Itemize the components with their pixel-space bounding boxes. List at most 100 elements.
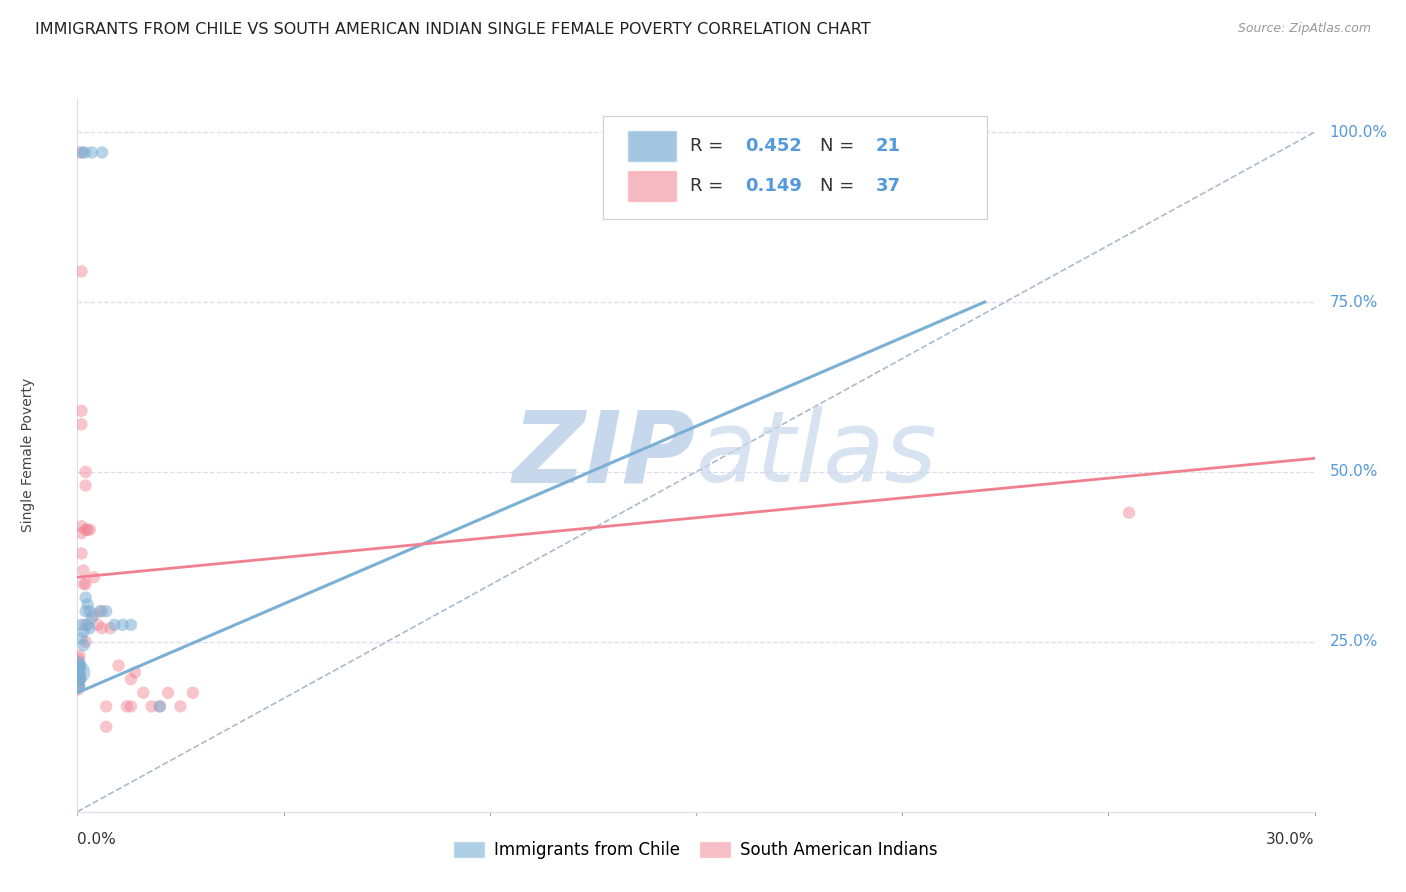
Point: [132, 686, 155, 700]
Point: [75, 617, 97, 632]
FancyBboxPatch shape: [628, 131, 676, 161]
Point: [96, 699, 118, 714]
Point: [70, 546, 93, 560]
Point: [83, 570, 105, 584]
Point: [79, 604, 101, 618]
Point: [96, 604, 118, 618]
Text: 37: 37: [876, 177, 900, 194]
Point: [72, 564, 94, 578]
Text: Source: ZipAtlas.com: Source: ZipAtlas.com: [1237, 22, 1371, 36]
Point: [72, 577, 94, 591]
Point: [89, 604, 111, 618]
Point: [70, 417, 93, 432]
Point: [75, 523, 97, 537]
Point: [70, 526, 93, 541]
Point: [107, 658, 129, 673]
Point: [67, 655, 90, 669]
Point: [75, 465, 97, 479]
Point: [70, 264, 93, 278]
Point: [67, 672, 90, 686]
Text: N =: N =: [820, 177, 859, 194]
Text: 0.0%: 0.0%: [77, 832, 117, 847]
Point: [67, 682, 90, 697]
Point: [69, 672, 91, 686]
Point: [70, 519, 93, 533]
Point: [80, 145, 103, 160]
Point: [70, 617, 93, 632]
Point: [75, 577, 97, 591]
Point: [76, 598, 98, 612]
Legend: Immigrants from Chile, South American Indians: Immigrants from Chile, South American In…: [449, 836, 943, 864]
Text: 0.149: 0.149: [745, 177, 803, 194]
Point: [111, 617, 134, 632]
Point: [67, 679, 90, 693]
Point: [91, 604, 114, 618]
Point: [67, 648, 90, 663]
Point: [67, 669, 90, 683]
Point: [69, 669, 91, 683]
Text: 25.0%: 25.0%: [1330, 634, 1378, 649]
Point: [120, 699, 142, 714]
Point: [67, 679, 90, 693]
Point: [67, 145, 90, 160]
Point: [98, 621, 121, 635]
Point: [72, 624, 94, 639]
Text: R =: R =: [690, 137, 728, 155]
Point: [73, 145, 96, 160]
Point: [75, 604, 97, 618]
Point: [67, 679, 90, 693]
Point: [76, 617, 98, 632]
Point: [96, 720, 118, 734]
Text: 21: 21: [876, 137, 900, 155]
Point: [79, 523, 101, 537]
Point: [1118, 506, 1140, 520]
Point: [67, 652, 90, 666]
Point: [67, 662, 90, 676]
Point: [76, 523, 98, 537]
Point: [141, 699, 163, 714]
Point: [67, 665, 90, 680]
FancyBboxPatch shape: [603, 116, 987, 219]
Text: ZIP: ZIP: [513, 407, 696, 503]
Point: [75, 635, 97, 649]
Text: 30.0%: 30.0%: [1267, 832, 1315, 847]
Text: 100.0%: 100.0%: [1330, 125, 1388, 140]
Point: [169, 699, 191, 714]
Text: 0.452: 0.452: [745, 137, 803, 155]
Point: [69, 672, 91, 686]
Point: [75, 478, 97, 492]
Point: [70, 403, 93, 417]
Text: IMMIGRANTS FROM CHILE VS SOUTH AMERICAN INDIAN SINGLE FEMALE POVERTY CORRELATION: IMMIGRANTS FROM CHILE VS SOUTH AMERICAN …: [35, 22, 870, 37]
Point: [67, 669, 90, 683]
Text: Single Female Poverty: Single Female Poverty: [21, 378, 35, 532]
Point: [157, 686, 180, 700]
Point: [80, 611, 103, 625]
Point: [83, 607, 105, 622]
Text: atlas: atlas: [696, 407, 938, 503]
Point: [124, 665, 146, 680]
Point: [72, 638, 94, 652]
Point: [115, 699, 138, 714]
Point: [69, 658, 91, 673]
Text: N =: N =: [820, 137, 859, 155]
FancyBboxPatch shape: [628, 171, 676, 201]
Point: [120, 617, 142, 632]
Point: [87, 617, 110, 632]
Point: [149, 699, 172, 714]
Point: [67, 672, 90, 686]
Point: [181, 686, 204, 700]
Point: [69, 662, 91, 676]
Point: [67, 665, 90, 680]
Point: [72, 145, 94, 160]
Text: 50.0%: 50.0%: [1330, 465, 1378, 479]
Point: [67, 658, 90, 673]
Point: [103, 617, 125, 632]
Point: [79, 621, 101, 635]
Point: [91, 145, 114, 160]
Text: 75.0%: 75.0%: [1330, 294, 1378, 310]
Point: [67, 658, 90, 673]
Text: R =: R =: [690, 177, 728, 194]
Point: [120, 672, 142, 686]
Point: [149, 699, 172, 714]
Point: [75, 591, 97, 605]
